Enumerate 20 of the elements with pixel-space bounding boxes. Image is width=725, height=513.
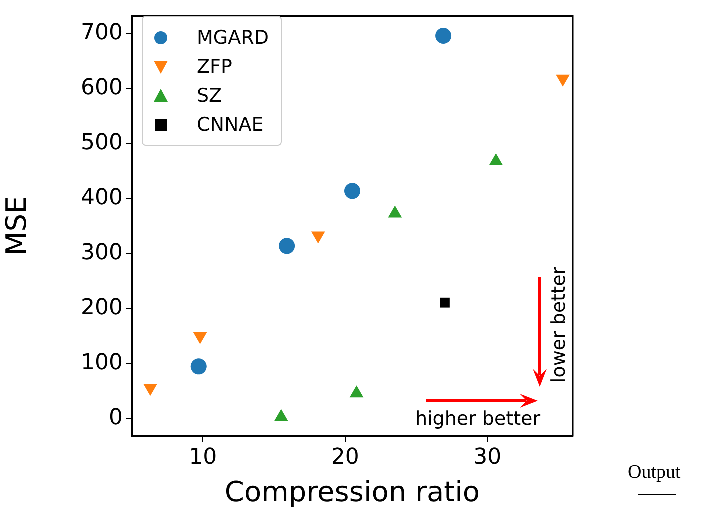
y-tick-label: 600 xyxy=(81,76,123,101)
y-tick-label: 200 xyxy=(81,296,123,321)
x-axis-title: Compression ratio xyxy=(224,475,480,508)
y-tick-label: 400 xyxy=(81,186,123,211)
text: Output xyxy=(628,462,681,484)
y-tick-label: 100 xyxy=(81,350,123,376)
legend-label: CNNAE xyxy=(197,114,264,136)
x-tick-label: 10 xyxy=(189,444,218,470)
legend-label: SZ xyxy=(197,84,222,106)
y-tick-label: 500 xyxy=(81,130,123,156)
y-tick-label: 700 xyxy=(81,20,123,46)
y-tick-label: 0 xyxy=(109,406,123,431)
annotation: higher better xyxy=(415,408,541,430)
legend-label: ZFP xyxy=(197,56,232,78)
y-tick-label: 300 xyxy=(81,240,123,266)
x-tick-label: 30 xyxy=(474,444,502,470)
y-axis-title: MSE xyxy=(0,196,34,256)
annotation: lower better xyxy=(548,266,570,384)
x-tick-label: 20 xyxy=(331,444,360,470)
legend-label: MGARD xyxy=(197,26,269,48)
